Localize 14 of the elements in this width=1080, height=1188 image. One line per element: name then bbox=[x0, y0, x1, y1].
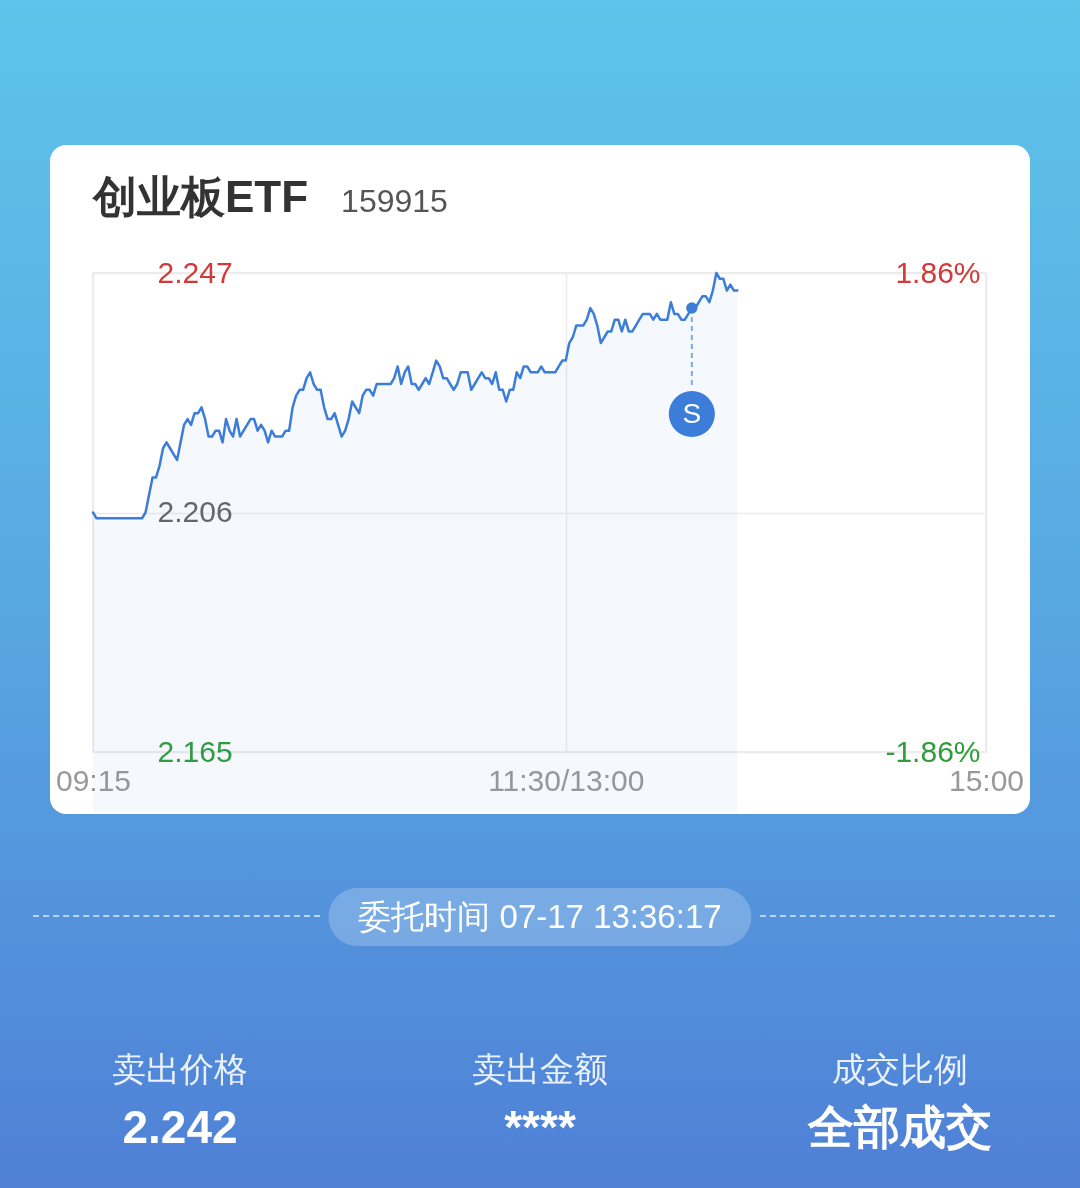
text: 卖出金额 **** bbox=[471, 1049, 609, 1155]
text: 成交比例 bbox=[831, 1049, 969, 1090]
chart-subtitle: 159915 bbox=[341, 182, 448, 221]
y-tick-label: 2.247 bbox=[157, 255, 233, 289]
text: 卖出价格 2.242 bbox=[111, 1049, 249, 1155]
x-tick-label: 09:15 bbox=[55, 763, 132, 797]
text: 全部成交 bbox=[806, 1100, 993, 1155]
x-tick-label: 11:30/13:00 bbox=[488, 763, 645, 797]
y2-tick-label: 1.86% bbox=[895, 255, 981, 289]
pill-badge: 委托时间 07-17 13:36:17 bbox=[328, 888, 752, 946]
y-tick-label: 2.206 bbox=[157, 495, 233, 528]
data-label: S bbox=[682, 398, 702, 430]
y-tick-label: 2.165 bbox=[157, 734, 233, 768]
chart-title: 创业板ETF bbox=[93, 171, 309, 223]
